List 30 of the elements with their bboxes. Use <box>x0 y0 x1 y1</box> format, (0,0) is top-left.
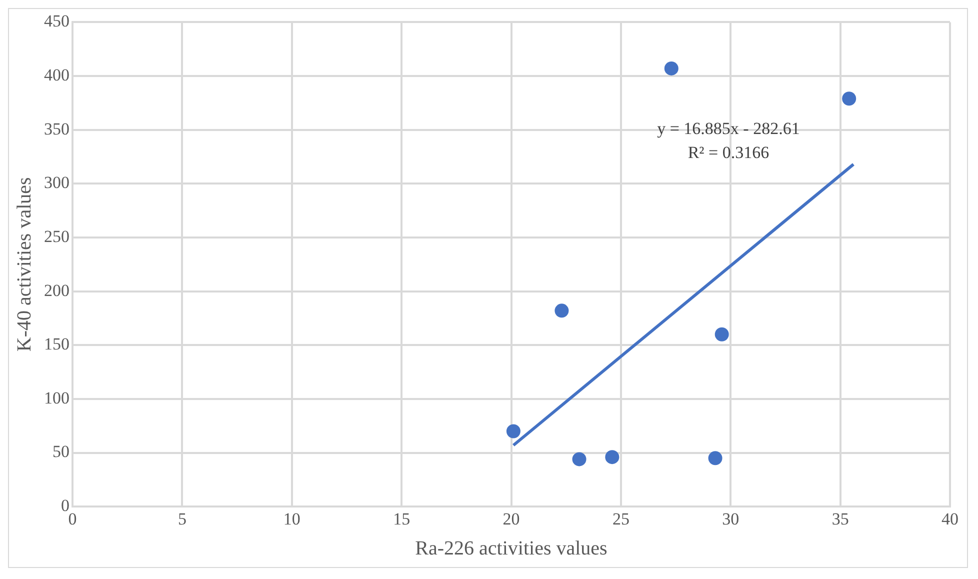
point <box>506 424 520 438</box>
y-tick-label: 350 <box>44 119 70 138</box>
annotation: R² = 0.3166 <box>688 142 770 162</box>
annotation: y = 16.885x - 282.61 <box>657 118 800 138</box>
point <box>572 452 586 466</box>
point <box>605 450 620 464</box>
x-tick-label: 10 <box>283 509 300 528</box>
x-tick-label: 35 <box>832 509 849 528</box>
y-tick-label: 200 <box>44 280 70 300</box>
x-tick-label: 40 <box>942 509 958 528</box>
x-axis-title: Ra-226 activities values <box>415 537 608 560</box>
point <box>554 304 569 318</box>
y-tick-label: 250 <box>44 226 70 246</box>
point <box>714 327 729 342</box>
y-tick-label: 0 <box>61 496 70 516</box>
y-tick-label: 400 <box>44 65 70 84</box>
y-tick-label: 150 <box>44 334 70 354</box>
y-tick-label: 300 <box>44 173 70 192</box>
point <box>708 451 722 466</box>
point <box>664 61 678 76</box>
x-tick-label: 25 <box>612 509 630 528</box>
y-tick-label: 50 <box>52 442 70 462</box>
y-tick-label: 100 <box>44 388 70 408</box>
point <box>842 92 856 106</box>
x-tick-label: 20 <box>502 509 520 528</box>
y-axis-title: K-40 activities values <box>13 176 36 352</box>
x-tick-label: 30 <box>722 509 740 528</box>
y-tick-label: 450 <box>44 12 70 31</box>
x-tick-label: 15 <box>393 509 410 528</box>
x-tick-label: 5 <box>178 509 186 528</box>
